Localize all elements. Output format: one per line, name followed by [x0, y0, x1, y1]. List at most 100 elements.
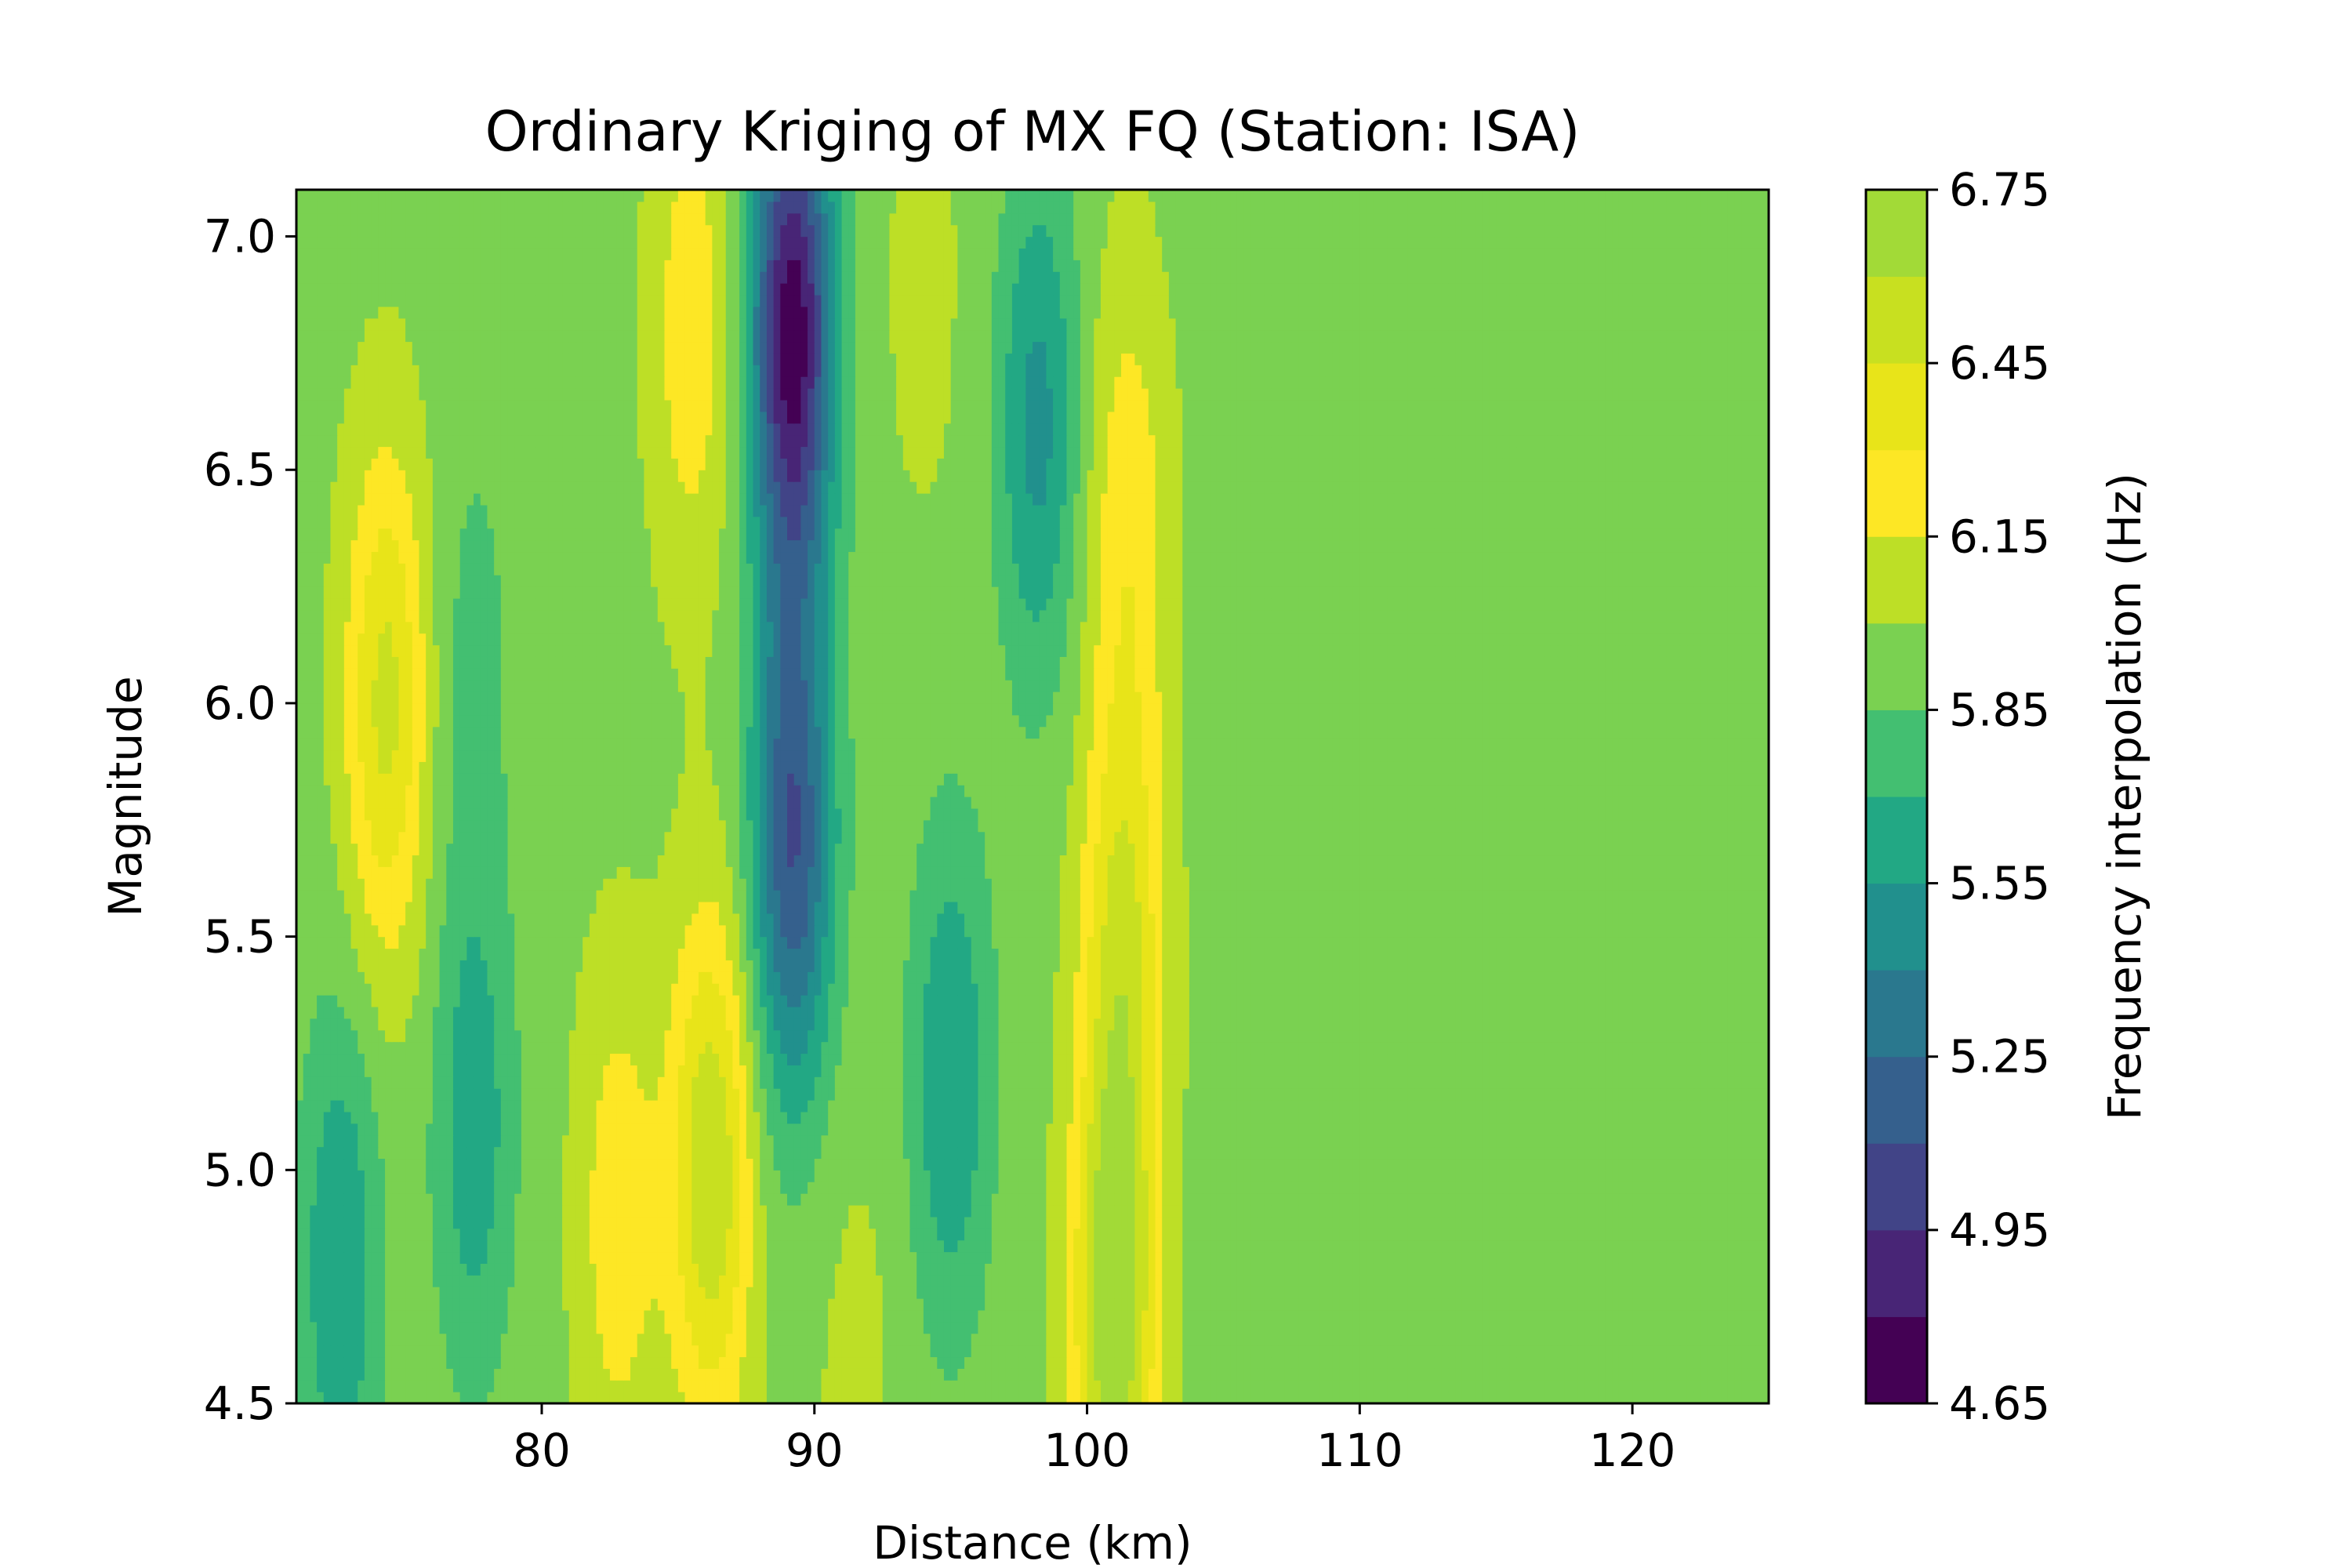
contour-cell: [1708, 1135, 1715, 1147]
contour-cell: [876, 1205, 883, 1217]
contour-cell: [971, 1345, 978, 1357]
contour-cell: [1230, 1298, 1237, 1310]
contour-cell: [916, 1310, 924, 1322]
contour-cell: [800, 1193, 808, 1205]
contour-cell: [460, 1181, 467, 1193]
contour-cell: [603, 1170, 610, 1181]
contour-cell: [1475, 1158, 1483, 1170]
contour-cell: [1475, 1193, 1483, 1205]
contour-cell: [1359, 1275, 1367, 1287]
contour-cell: [1087, 1334, 1094, 1345]
contour-cell: [1108, 1205, 1115, 1217]
contour-cell: [1374, 1252, 1381, 1264]
contour-cell: [1625, 1193, 1632, 1205]
contour-cell: [1060, 1345, 1067, 1357]
contour-cell: [1305, 1170, 1312, 1181]
contour-cell: [774, 1334, 781, 1345]
contour-cell: [780, 1298, 787, 1310]
contour-cell: [1346, 1392, 1353, 1403]
contour-cell: [1625, 1135, 1632, 1147]
contour-cell: [1653, 1229, 1660, 1240]
contour-cell: [992, 1392, 999, 1403]
contour-cell: [699, 1334, 706, 1345]
contour-cell: [644, 1392, 651, 1403]
contour-cell: [685, 1181, 692, 1193]
contour-cell: [1060, 1181, 1067, 1193]
contour-cell: [1584, 1287, 1592, 1298]
contour-cell: [1435, 1334, 1442, 1345]
contour-cell: [1667, 1170, 1674, 1181]
contour-cell: [1394, 1240, 1401, 1252]
contour-cell: [835, 1147, 842, 1159]
contour-cell: [1475, 1334, 1483, 1345]
contour-cell: [1578, 1334, 1585, 1345]
contour-cell: [1094, 1380, 1101, 1392]
contour-cell: [1073, 1252, 1080, 1264]
contour-cell: [1462, 1310, 1469, 1322]
contour-cell: [1475, 1205, 1483, 1217]
contour-cell: [1442, 1334, 1449, 1345]
contour-cell: [1298, 1205, 1305, 1217]
contour-cell: [630, 1217, 637, 1229]
contour-cell: [1564, 1147, 1571, 1159]
contour-cell: [1401, 1368, 1408, 1380]
contour-cell: [1134, 1193, 1142, 1205]
contour-cell: [378, 1252, 385, 1264]
contour-cell: [542, 1193, 549, 1205]
contour-cell: [978, 1229, 985, 1240]
contour-cell: [1258, 1147, 1265, 1159]
contour-cell: [1053, 1252, 1060, 1264]
contour-cell: [555, 1334, 562, 1345]
contour-cell: [1599, 1322, 1606, 1334]
contour-cell: [1394, 1193, 1401, 1205]
contour-cell: [1291, 1229, 1298, 1240]
contour-cell: [924, 1310, 931, 1322]
contour-cell: [1728, 1298, 1735, 1310]
contour-cell: [344, 1322, 351, 1334]
contour-cell: [1162, 1147, 1169, 1159]
contour-cell: [1468, 1158, 1475, 1170]
contour-cell: [590, 1368, 597, 1380]
contour-cell: [1619, 1252, 1626, 1264]
contour-cell: [780, 1147, 787, 1159]
contour-cell: [1134, 1170, 1142, 1181]
contour-cell: [433, 1334, 440, 1345]
contour-cell: [1087, 1217, 1094, 1229]
contour-cell: [1714, 1334, 1721, 1345]
contour-cell: [1169, 1252, 1176, 1264]
contour-cell: [617, 1380, 624, 1392]
contour-cell: [971, 1368, 978, 1380]
contour-cell: [1217, 1252, 1224, 1264]
contour-cell: [1073, 1322, 1080, 1334]
contour-cell: [808, 1147, 815, 1159]
contour-cell: [964, 1356, 971, 1368]
contour-cell: [1646, 1310, 1653, 1322]
contour-cell: [501, 1263, 508, 1275]
contour-cell: [876, 1334, 883, 1345]
contour-cell: [1182, 1263, 1189, 1275]
contour-cell: [706, 1298, 713, 1310]
contour-cell: [665, 1158, 672, 1170]
contour-cell: [746, 1322, 753, 1334]
contour-cell: [1210, 1310, 1217, 1322]
contour-cell: [575, 1392, 583, 1403]
contour-cell: [1182, 1334, 1189, 1345]
contour-cell: [378, 1368, 385, 1380]
contour-cell: [1755, 1356, 1762, 1368]
contour-cell: [358, 1334, 365, 1345]
contour-cell: [665, 1298, 672, 1310]
contour-cell: [992, 1322, 999, 1334]
contour-cell: [1407, 1193, 1414, 1205]
contour-cell: [1053, 1334, 1060, 1345]
contour-cell: [1359, 1334, 1367, 1345]
contour-cell: [1646, 1275, 1653, 1287]
contour-cell: [1516, 1147, 1523, 1159]
contour-cell: [1475, 1380, 1483, 1392]
contour-cell: [1394, 1287, 1401, 1298]
contour-cell: [800, 1310, 808, 1322]
contour-cell: [732, 1217, 739, 1229]
contour-cell: [800, 1298, 808, 1310]
contour-cell: [1094, 1181, 1101, 1193]
contour-cell: [398, 1263, 405, 1275]
contour-cell: [385, 1170, 392, 1181]
